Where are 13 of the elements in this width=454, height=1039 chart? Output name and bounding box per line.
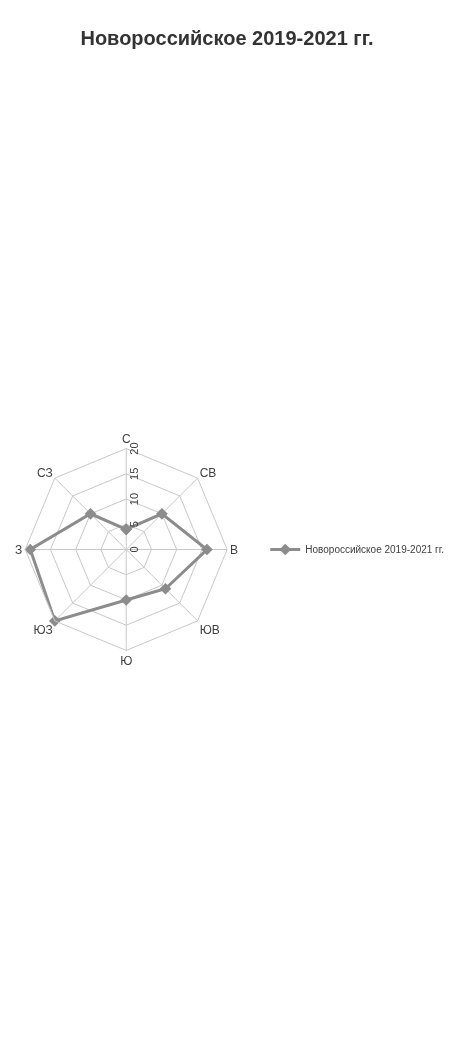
y-tick-label: 15 <box>127 467 140 480</box>
spoke-label: СЗ <box>36 466 53 481</box>
spoke-label: ЮВ <box>199 623 220 638</box>
legend-label: Новороссийское 2019-2021 гг. <box>305 544 444 556</box>
spoke-label: Ю <box>120 654 133 669</box>
y-tick-label: 10 <box>127 492 140 506</box>
spoke-label: З <box>15 542 23 557</box>
spoke-label: ЮЗ <box>33 623 53 638</box>
y-tick-label: 0 <box>127 546 140 553</box>
spoke-label: СВ <box>199 466 217 481</box>
y-tick-label: 5 <box>127 521 140 528</box>
chart-title: Новороссийское 2019-2021 гг. <box>80 27 374 50</box>
spoke-label: В <box>230 542 239 557</box>
